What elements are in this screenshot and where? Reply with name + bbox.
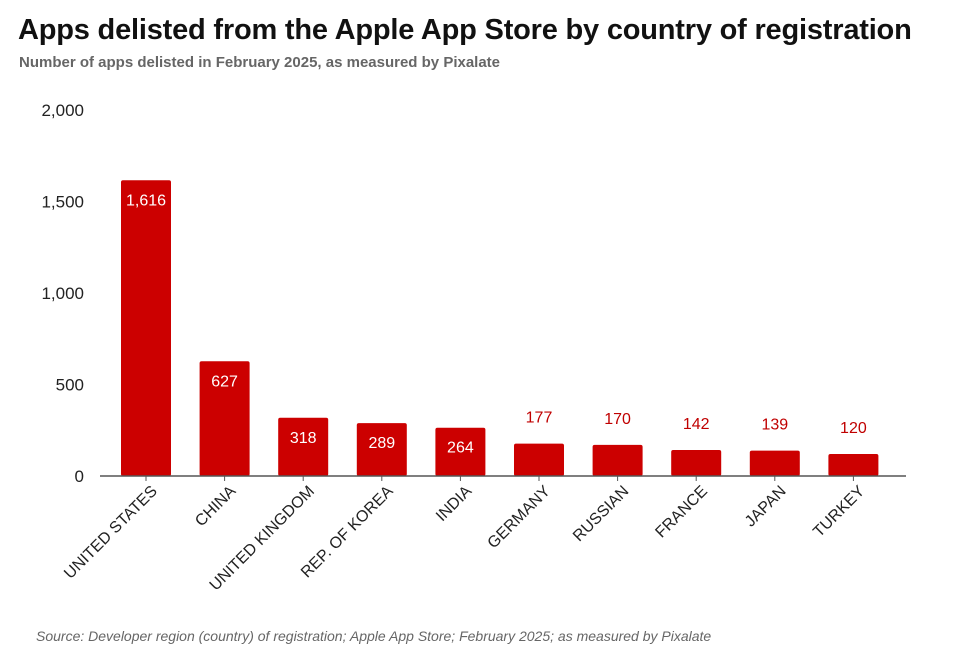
bars — [121, 180, 879, 476]
value-label: 627 — [211, 373, 238, 390]
y-tick-label: 500 — [56, 376, 84, 395]
x-tick-label: RUSSIAN — [570, 483, 632, 545]
value-label: 1,616 — [126, 192, 166, 209]
y-tick-label: 0 — [75, 467, 84, 486]
x-tick-label: GERMANY — [485, 483, 554, 552]
x-tick-label: UNITED STATES — [61, 483, 161, 583]
bar — [121, 180, 171, 476]
y-tick-label: 1,000 — [41, 284, 84, 303]
value-label: 289 — [368, 435, 395, 452]
y-axis: 0 500 1,000 1,500 2,000 — [41, 101, 84, 486]
bar — [592, 444, 643, 476]
x-tick-label: TURKEY — [810, 483, 868, 541]
source-note: Source: Developer region (country) of re… — [36, 628, 712, 644]
bar — [671, 450, 722, 476]
bar — [278, 417, 329, 476]
value-label: 170 — [604, 411, 631, 428]
bar — [435, 427, 486, 476]
y-tick-label: 1,500 — [41, 193, 84, 212]
y-tick-label: 2,000 — [41, 101, 84, 120]
bar — [749, 450, 800, 476]
value-label: 139 — [761, 417, 788, 434]
value-label: 120 — [840, 420, 867, 437]
chart-subtitle: Number of apps delisted in February 2025… — [19, 54, 501, 71]
x-tick-label: INDIA — [433, 483, 475, 525]
value-label: 264 — [447, 440, 474, 457]
chart-title: Apps delisted from the Apple App Store b… — [18, 14, 912, 46]
value-label: 318 — [290, 430, 317, 447]
value-label: 142 — [683, 416, 710, 433]
x-tick-label: CHINA — [192, 483, 239, 530]
value-label: 177 — [526, 410, 553, 427]
bar — [514, 443, 564, 476]
bar — [356, 423, 407, 476]
x-tick-label: FRANCE — [652, 483, 711, 542]
x-tick-label: JAPAN — [742, 483, 790, 531]
bar — [199, 361, 250, 476]
value-labels: 1,616 627 318 289 264 177 170 142 139 120 — [126, 192, 867, 456]
bar — [828, 454, 879, 476]
